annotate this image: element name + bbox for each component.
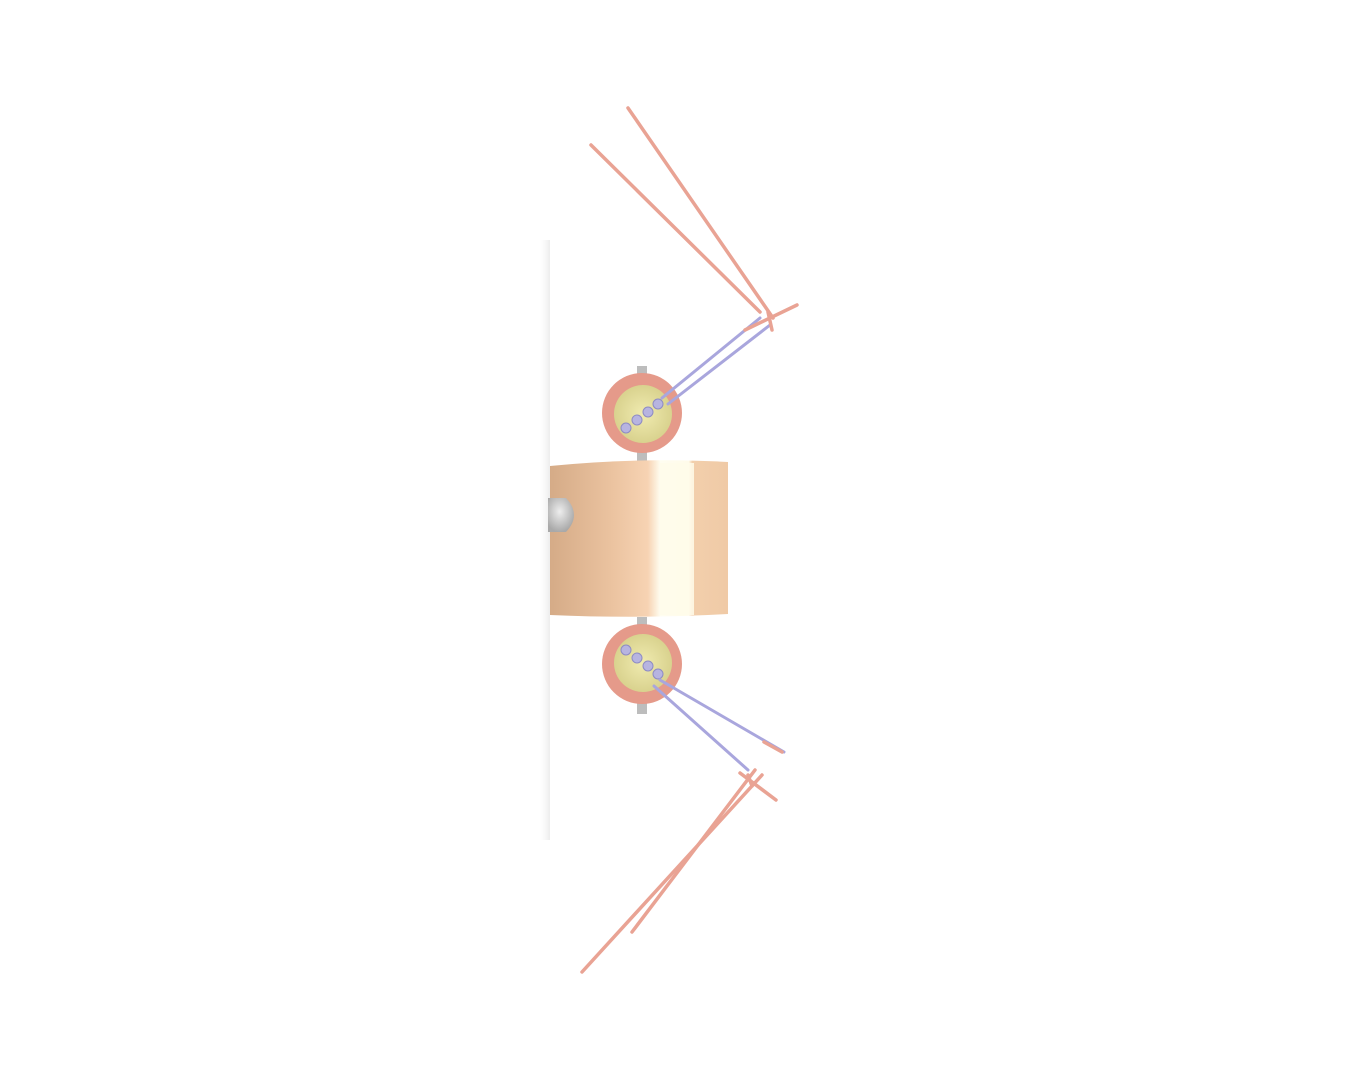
upper-bead-chain bbox=[620, 398, 664, 434]
lower-pink-rods bbox=[580, 740, 784, 974]
upper-arm-assembly bbox=[589, 106, 799, 464]
upper-tab-top bbox=[637, 366, 647, 378]
lower-tab-bottom bbox=[637, 702, 647, 714]
upper-pink-rods bbox=[589, 106, 799, 332]
body-cylinder bbox=[550, 460, 728, 617]
wall-shadow bbox=[540, 240, 550, 840]
lower-tab-top bbox=[637, 617, 647, 629]
side-knob bbox=[548, 498, 574, 532]
upper-tab-bottom bbox=[637, 450, 647, 464]
lower-bead-chain bbox=[620, 644, 664, 680]
central-body bbox=[548, 460, 728, 617]
lower-arm-assembly bbox=[580, 617, 786, 974]
body-highlight-stripe bbox=[660, 463, 694, 615]
upper-lavender-rods bbox=[660, 316, 772, 406]
lower-lavender-rods bbox=[652, 678, 786, 772]
